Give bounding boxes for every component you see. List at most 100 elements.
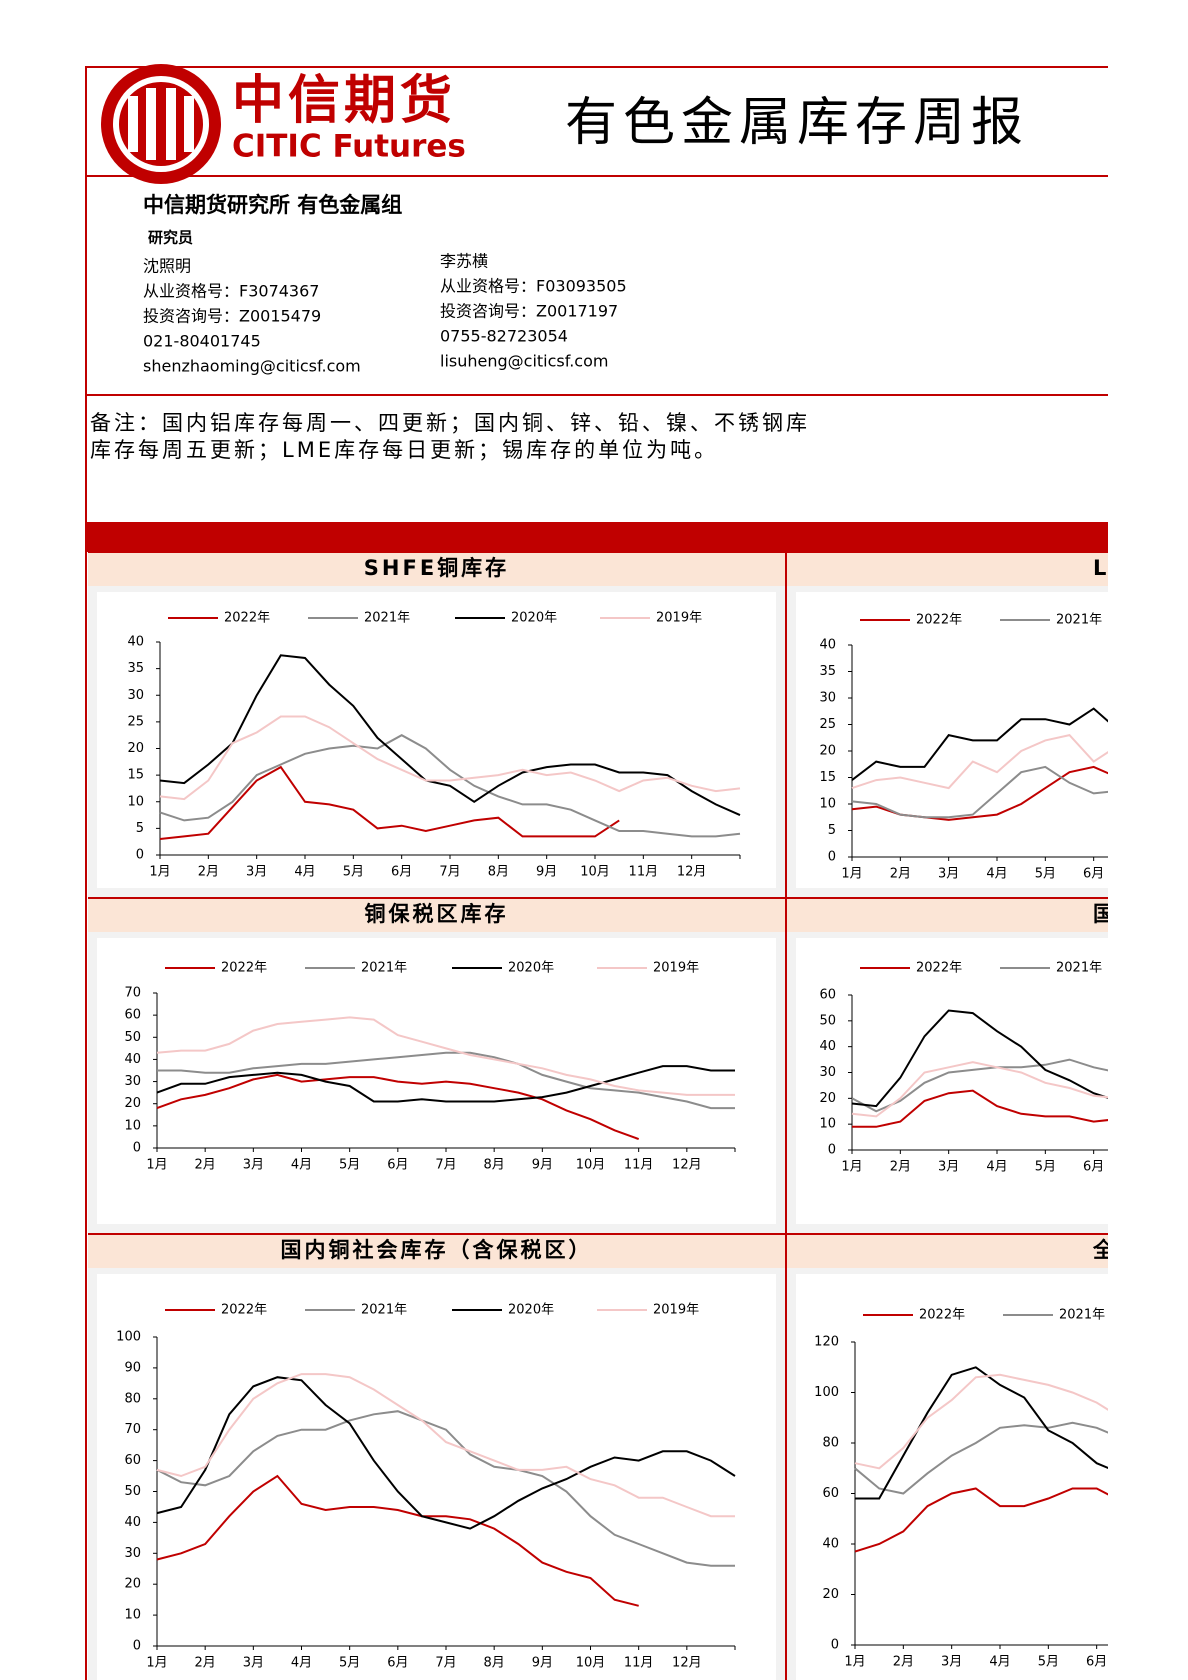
chart-area — [796, 1274, 1108, 1680]
x-tick-label: 10月 — [576, 1158, 606, 1173]
x-tick-label: 6月 — [1086, 1655, 1107, 1670]
y-tick-label: 40 — [819, 1039, 836, 1054]
y-tick-label: 5 — [136, 821, 144, 836]
legend-label: 2022年 — [224, 611, 270, 626]
x-tick-label: 5月 — [339, 1158, 360, 1173]
y-tick-label: 50 — [124, 1030, 141, 1045]
y-tick-label: 40 — [127, 635, 144, 650]
x-tick-label: 2月 — [195, 1656, 216, 1671]
y-tick-label: 0 — [831, 1638, 839, 1653]
red-band — [86, 522, 1108, 552]
y-tick-label: 10 — [819, 797, 836, 812]
y-tick-label: 20 — [822, 1587, 839, 1602]
x-tick-label: 2月 — [195, 1158, 216, 1173]
x-tick-label: 1月 — [146, 1158, 167, 1173]
x-tick-label: 4月 — [989, 1655, 1010, 1670]
series-line — [159, 734, 741, 838]
y-tick-label: 80 — [822, 1436, 839, 1451]
x-tick-label: 3月 — [243, 1656, 264, 1671]
report-title: 有色金属库存周报 — [565, 93, 1029, 153]
y-tick-label: 60 — [819, 988, 836, 1003]
x-tick-label: 6月 — [1083, 867, 1104, 882]
chart-title: 国内铜社会库存（含保税区） — [281, 1238, 593, 1262]
series-line — [851, 765, 1108, 819]
x-tick-label: 8月 — [484, 1656, 505, 1671]
x-tick-label: 6月 — [387, 1158, 408, 1173]
x-tick-label: 4月 — [294, 865, 315, 880]
series-line — [854, 1373, 1108, 1470]
x-tick-label: 12月 — [672, 1158, 702, 1173]
y-tick-label: 0 — [133, 1639, 141, 1654]
x-tick-label: 3月 — [941, 1655, 962, 1670]
legend-label: 2019年 — [656, 611, 702, 626]
legend-label: 2020年 — [508, 961, 554, 976]
x-tick-label: 4月 — [986, 867, 1007, 882]
chart-area — [97, 938, 776, 1224]
series-line — [852, 1089, 1108, 1128]
y-tick-label: 30 — [124, 1546, 141, 1561]
y-tick-label: 20 — [124, 1577, 141, 1592]
x-tick-label: 7月 — [435, 1158, 456, 1173]
chart-title: LM — [1093, 556, 1133, 580]
y-tick-label: 50 — [124, 1484, 141, 1499]
legend-label: 2022年 — [916, 613, 962, 628]
y-tick-label: 15 — [127, 768, 144, 783]
y-tick-label: 0 — [828, 1143, 836, 1158]
researcher-info: shenzhaoming@citicsf.com — [143, 357, 361, 376]
y-tick-label: 40 — [819, 638, 836, 653]
x-tick-label: 12月 — [672, 1656, 702, 1671]
brand-en: CITIC Futures — [232, 129, 466, 165]
series-line — [159, 715, 741, 801]
chart-area — [796, 938, 1108, 1224]
series-line — [156, 1410, 735, 1567]
x-tick-label: 10月 — [576, 1656, 606, 1671]
chart-title: 全 — [1092, 1238, 1117, 1262]
x-tick-label: 11月 — [629, 865, 659, 880]
series-line — [156, 1376, 736, 1530]
series-line — [156, 1073, 640, 1141]
chart-title: SHFE铜库存 — [364, 556, 509, 580]
x-tick-label: 2月 — [890, 1160, 911, 1175]
researcher-info: 投资咨询号：Z0015479 — [143, 307, 321, 326]
x-tick-label: 5月 — [1038, 1655, 1059, 1670]
x-tick-label: 1月 — [844, 1655, 865, 1670]
y-tick-label: 10 — [124, 1608, 141, 1623]
series-line — [156, 1474, 639, 1607]
legend-label: 2021年 — [364, 611, 410, 626]
panel-header — [88, 552, 785, 586]
legend-label: 2021年 — [361, 961, 407, 976]
x-tick-label: 9月 — [536, 865, 557, 880]
logo — [101, 64, 221, 184]
panel-header — [787, 552, 1108, 586]
series-line — [851, 1009, 1108, 1108]
legend-label: 2020年 — [508, 1303, 554, 1318]
y-tick-label: 90 — [124, 1360, 141, 1375]
x-tick-label: 1月 — [146, 1656, 167, 1671]
y-tick-label: 70 — [124, 986, 141, 1001]
researcher-info: 沈照明 — [143, 257, 191, 276]
y-tick-label: 30 — [819, 1065, 836, 1080]
x-tick-label: 2月 — [890, 867, 911, 882]
y-tick-label: 0 — [136, 848, 144, 863]
y-tick-label: 0 — [828, 850, 836, 865]
x-tick-label: 8月 — [484, 1158, 505, 1173]
series-line — [851, 1061, 1108, 1118]
x-tick-label: 3月 — [243, 1158, 264, 1173]
y-tick-label: 40 — [124, 1515, 141, 1530]
series-line — [854, 1487, 1108, 1553]
y-tick-label: 15 — [819, 770, 836, 785]
brand-cn: 中信期货 — [232, 71, 456, 131]
content: 中信期货 CITIC Futures 有色金属库存周报 中信期货研究所 有色金属… — [85, 64, 1133, 1680]
series-line — [851, 733, 1108, 790]
y-tick-label: 100 — [814, 1385, 839, 1400]
x-tick-label: 4月 — [986, 1160, 1007, 1175]
legend-label: 2021年 — [361, 1303, 407, 1318]
panel-header — [88, 898, 785, 932]
series-line — [156, 1373, 735, 1518]
y-tick-label: 35 — [819, 664, 836, 679]
researcher-info: 0755-82723054 — [440, 327, 568, 346]
x-tick-label: 5月 — [1035, 1160, 1056, 1175]
chart-title: 铜保税区库存 — [365, 902, 509, 926]
x-tick-label: 8月 — [488, 865, 509, 880]
